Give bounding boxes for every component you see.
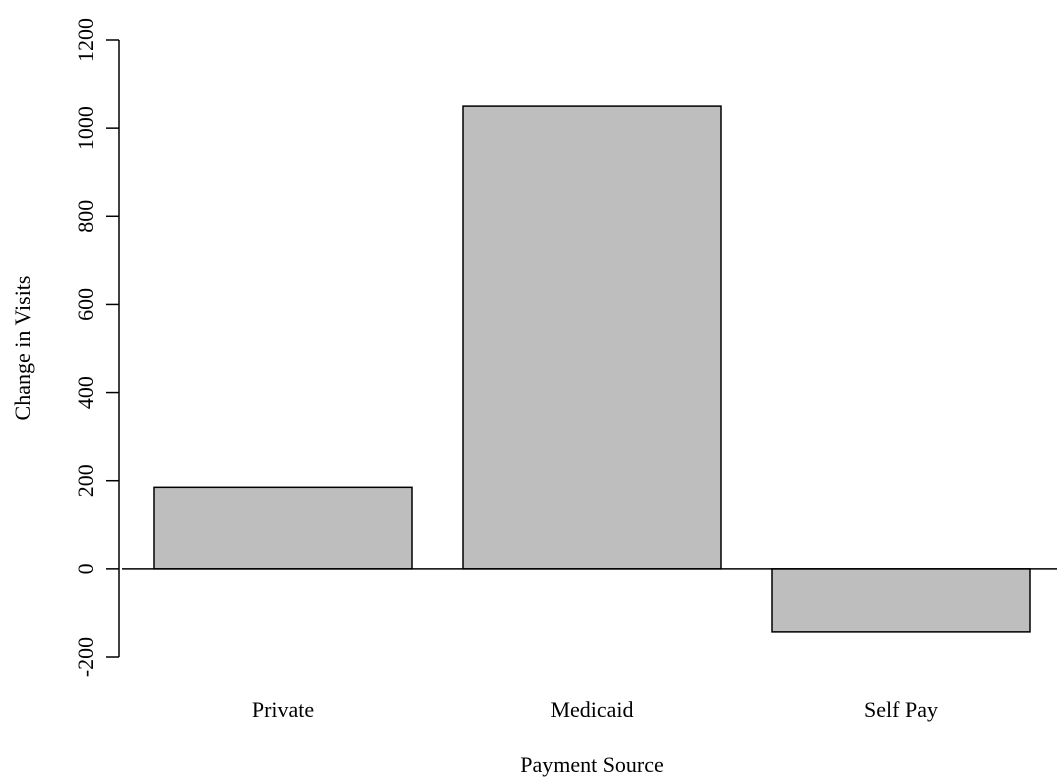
y-tick-label: 200	[73, 464, 98, 497]
x-category-label: Self Pay	[864, 697, 938, 722]
y-tick-label: 1200	[73, 18, 98, 62]
y-tick-label: 1000	[73, 106, 98, 150]
x-axis-labels: Private Medicaid Self Pay	[252, 697, 938, 722]
y-tick-label: 400	[73, 376, 98, 409]
bar-medicaid	[462, 105, 722, 570]
y-axis-title: Change in Visits	[10, 276, 35, 421]
x-axis-title: Payment Source	[520, 752, 664, 777]
y-tick-label: -200	[73, 637, 98, 677]
y-tick-label: 600	[73, 288, 98, 321]
x-category-label: Private	[252, 697, 314, 722]
bar-private	[153, 486, 413, 570]
bar-self-pay	[771, 568, 1031, 633]
bars	[153, 105, 1031, 633]
x-category-label: Medicaid	[550, 697, 633, 722]
y-tick-label: 800	[73, 200, 98, 233]
y-tick-label: 0	[73, 563, 98, 574]
y-axis: -200 0 200 400 600 800 1000 1200	[73, 18, 120, 677]
